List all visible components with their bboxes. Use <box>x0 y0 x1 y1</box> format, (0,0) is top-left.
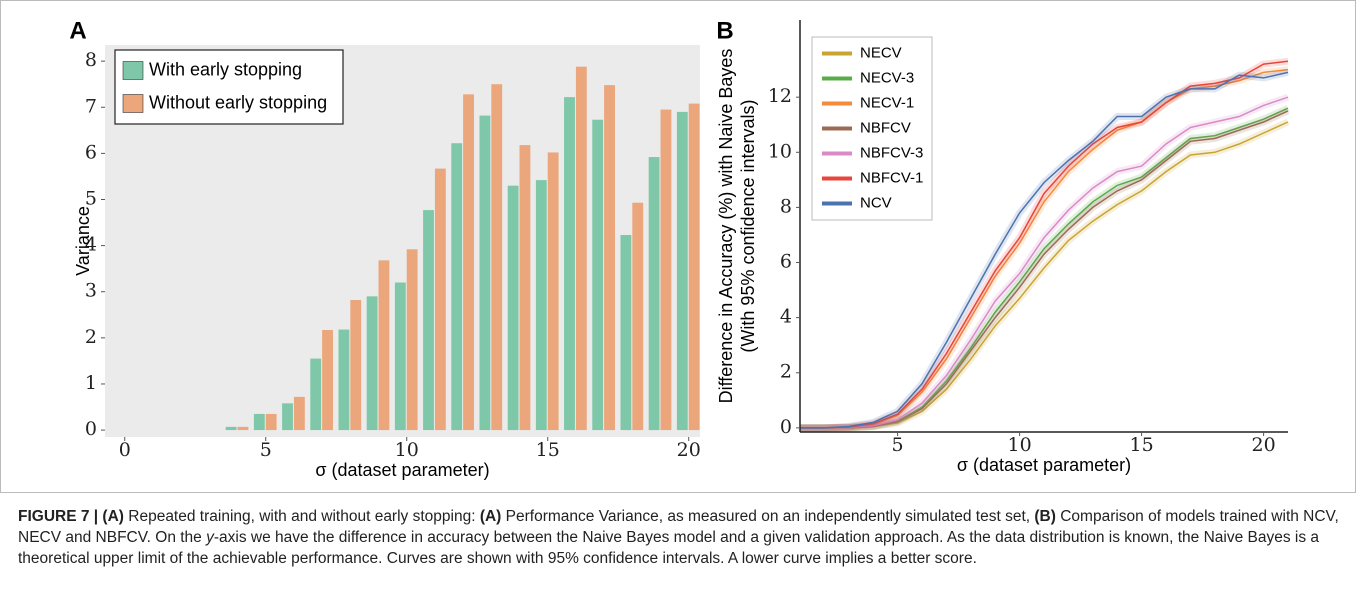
legend-label: Without early stopping <box>149 92 327 112</box>
panel-label: B <box>716 17 733 44</box>
bar <box>592 119 604 431</box>
x-tick-label: 5 <box>260 439 272 461</box>
caption-text: y <box>206 529 214 546</box>
y-axis-label: (With 95% confidence intervals) <box>738 99 758 352</box>
caption-text: Repeated training, with and without earl… <box>123 508 480 525</box>
caption-text: (B) <box>1034 508 1056 525</box>
legend-label: NBFCV <box>860 119 911 136</box>
legend-label: NCV <box>860 194 892 211</box>
bar <box>338 329 350 431</box>
legend-box <box>114 49 344 125</box>
bar <box>604 85 615 431</box>
y-tick-label: 4 <box>85 234 97 256</box>
panel-label: A <box>69 17 86 44</box>
legend-label: NECV-1 <box>860 94 914 111</box>
legend-label: With early stopping <box>149 59 302 79</box>
x-tick-label: 15 <box>1130 434 1154 456</box>
bar <box>423 210 434 431</box>
legend-label: NBFCV-1 <box>860 169 923 186</box>
y-tick-label: 2 <box>85 326 97 348</box>
y-tick-label: 6 <box>780 251 792 273</box>
x-tick-label: 10 <box>395 439 419 461</box>
legend-swatch <box>122 61 144 80</box>
caption-text: FIGURE 7 | (A) <box>18 508 124 525</box>
caption-text: -axis we have the difference in accuracy… <box>18 529 1320 567</box>
x-tick-label: 5 <box>892 434 904 456</box>
x-tick-label: 10 <box>1008 434 1032 456</box>
legend-label: NECV <box>860 44 902 61</box>
caption-text: (A) <box>479 508 502 525</box>
bar <box>632 202 644 431</box>
y-tick-label: 0 <box>85 418 97 440</box>
bar <box>479 115 491 431</box>
caption-text: Performance Variance, as measured on an … <box>501 508 1035 525</box>
bar <box>394 282 406 431</box>
bar <box>507 185 519 431</box>
caption-text: Comparison of models trained with NCV, N… <box>18 508 1339 546</box>
bar <box>519 145 531 431</box>
line <box>800 110 1289 429</box>
bar <box>366 296 378 431</box>
x-axis-label: σ (dataset parameter) <box>957 455 1131 475</box>
y-axis-label: Variance <box>73 206 93 276</box>
legend-label: NECV-3 <box>860 69 914 86</box>
line <box>800 60 1289 429</box>
bar <box>491 84 503 431</box>
bar <box>648 157 660 431</box>
bar <box>225 426 237 431</box>
bar <box>451 143 463 431</box>
x-tick-label: 15 <box>536 439 560 461</box>
bar <box>547 152 559 431</box>
bar <box>688 103 700 431</box>
y-tick-label: 5 <box>85 187 97 209</box>
y-tick-label: 1 <box>85 372 97 394</box>
bar <box>620 235 632 431</box>
bar <box>237 426 249 431</box>
bar <box>293 396 305 431</box>
legend-label: NBFCV-3 <box>860 144 923 161</box>
y-tick-label: 6 <box>85 141 97 163</box>
y-tick-label: 8 <box>85 49 97 71</box>
bar <box>378 260 390 431</box>
y-tick-label: 12 <box>768 85 792 107</box>
bar <box>676 111 688 431</box>
bar <box>660 109 672 431</box>
bar <box>575 66 587 431</box>
y-tick-label: 7 <box>85 95 97 117</box>
line <box>800 96 1289 429</box>
line <box>800 71 1289 429</box>
x-tick-label: 0 <box>119 439 131 461</box>
y-tick-label: 0 <box>780 416 792 438</box>
bar <box>265 413 277 431</box>
bar <box>535 180 547 431</box>
caption: FIGURE 7 | (A) Repeated training, with a… <box>18 506 1340 569</box>
bar <box>322 330 333 431</box>
bar <box>282 403 293 431</box>
bar <box>564 97 575 431</box>
y-tick-label: 3 <box>85 280 97 302</box>
line <box>800 68 1289 429</box>
bar <box>310 358 322 431</box>
bar <box>253 413 265 431</box>
bar <box>350 300 362 431</box>
y-axis-label: Difference in Accuracy (%) with Naive Ba… <box>716 49 736 404</box>
y-tick-label: 4 <box>780 306 792 328</box>
y-tick-label: 2 <box>780 361 792 383</box>
y-tick-label: 8 <box>780 195 792 217</box>
legend-swatch <box>122 94 144 113</box>
x-axis-label: σ (dataset parameter) <box>315 460 489 480</box>
x-tick-label: 20 <box>677 439 701 461</box>
y-tick-label: 10 <box>768 140 792 162</box>
bar <box>463 94 474 431</box>
bar <box>434 168 446 431</box>
bar <box>406 249 418 431</box>
x-tick-label: 20 <box>1252 434 1276 456</box>
